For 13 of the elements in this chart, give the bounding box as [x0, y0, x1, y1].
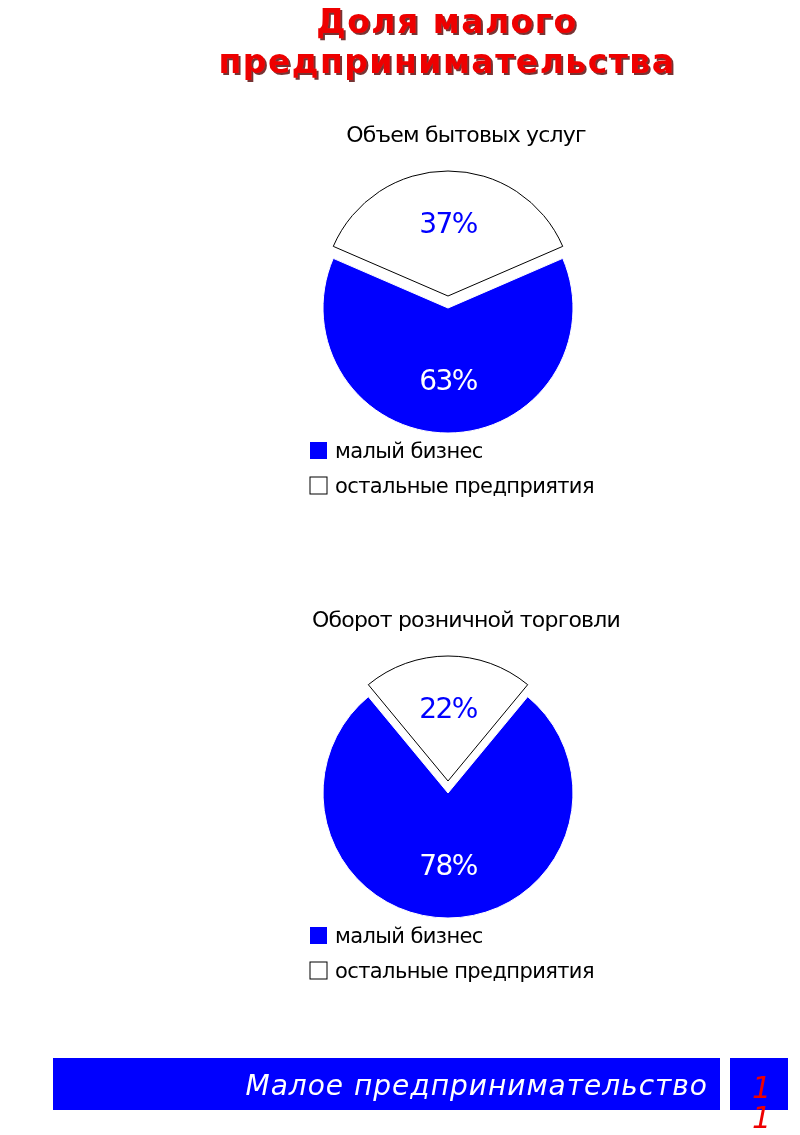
- legend-label: остальные предприятия: [335, 474, 594, 498]
- text: Доля малого предпринимательства: [218, 2, 676, 81]
- data-label: 22%: [419, 692, 478, 726]
- chart-title: Объем бытовых услуг: [346, 122, 587, 147]
- chart-title: Оборот розничной торговли: [311, 607, 621, 632]
- data-label: 37%: [419, 207, 478, 241]
- data-label: 78%: [419, 849, 478, 883]
- legend-label: остальные предприятия: [335, 959, 594, 983]
- legend-label: малый бизнес: [335, 924, 483, 948]
- text: 11: [752, 1070, 772, 1135]
- text: Малое предпринимательство: [245, 1069, 708, 1102]
- data-label: 63%: [419, 364, 478, 398]
- legend-label: малый бизнес: [335, 439, 483, 463]
